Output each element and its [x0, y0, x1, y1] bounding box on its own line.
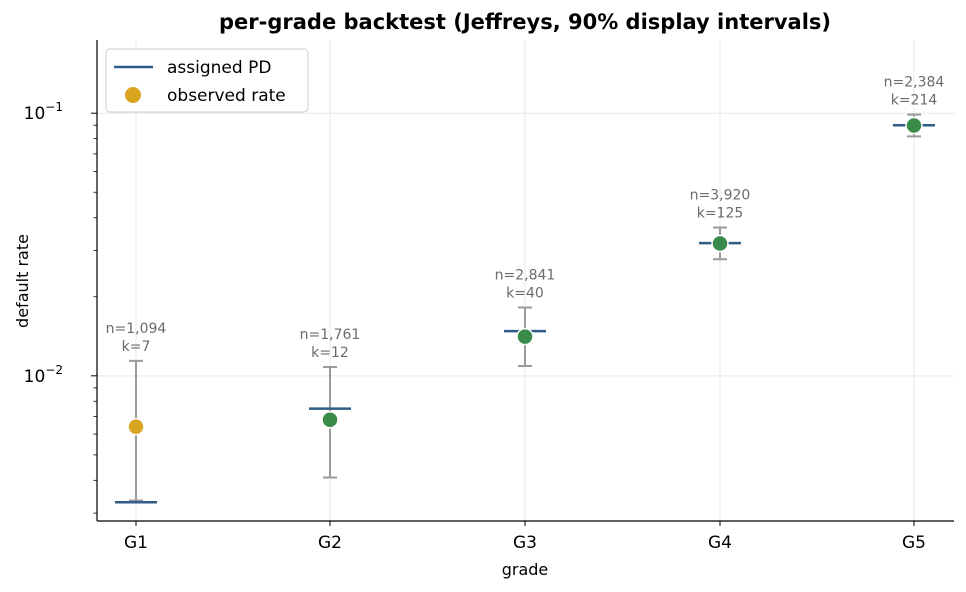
annotation-n: n=3,920 [690, 188, 751, 204]
observed-rate-points [127, 116, 923, 436]
count-annotations: n=1,094 k=7 n=1,761 k=12 n=2,841 k=40 n=3,920 k… [106, 75, 945, 361]
legend: assigned PD observed rate [105, 48, 309, 113]
chart-title: per-grade backtest (Jeffreys, 90% displa… [219, 10, 831, 34]
annotation-n: n=1,094 [106, 321, 167, 337]
annotation-k: k=12 [311, 345, 349, 361]
y-tick-label-base: 10 [24, 367, 46, 387]
annotation-k: k=7 [122, 339, 151, 355]
x-ticks: G1 G2 G3 G4 G5 [124, 521, 926, 553]
observed-rate-point [905, 116, 923, 135]
x-axis-label: grade [502, 560, 549, 579]
x-tick-label: G2 [318, 533, 342, 553]
legend-label-observed-rate: observed rate [167, 86, 286, 106]
y-tick-label-base: 10 [24, 104, 46, 124]
y-axis-label: default rate [13, 234, 32, 328]
y-tick-label: 10−2 [24, 363, 63, 387]
annotation-n: n=2,384 [884, 75, 945, 91]
legend-box [105, 48, 309, 113]
annotation-k: k=40 [506, 286, 544, 302]
x-tick-label: G4 [708, 533, 732, 553]
x-tick-label: G5 [902, 533, 926, 553]
observed-rate-point [321, 411, 339, 429]
x-tick-label: G1 [124, 533, 148, 553]
y-tick-label-exponent: −1 [45, 100, 63, 114]
legend-dot-swatch [125, 87, 141, 103]
y-tick-label-exponent: −2 [45, 363, 63, 377]
observed-rate-point [711, 234, 729, 253]
annotation-k: k=214 [891, 93, 938, 109]
annotation-k: k=125 [697, 206, 744, 222]
observed-rate-point [127, 417, 145, 436]
annotation-n: n=2,841 [495, 268, 556, 284]
legend-label-assigned-pd: assigned PD [167, 58, 271, 78]
y-ticks: 10−210−1 [24, 100, 97, 514]
x-tick-label: G3 [513, 533, 537, 553]
y-tick-label: 10−1 [24, 100, 63, 124]
annotation-n: n=1,761 [300, 327, 361, 343]
observed-rate-point [516, 327, 534, 346]
